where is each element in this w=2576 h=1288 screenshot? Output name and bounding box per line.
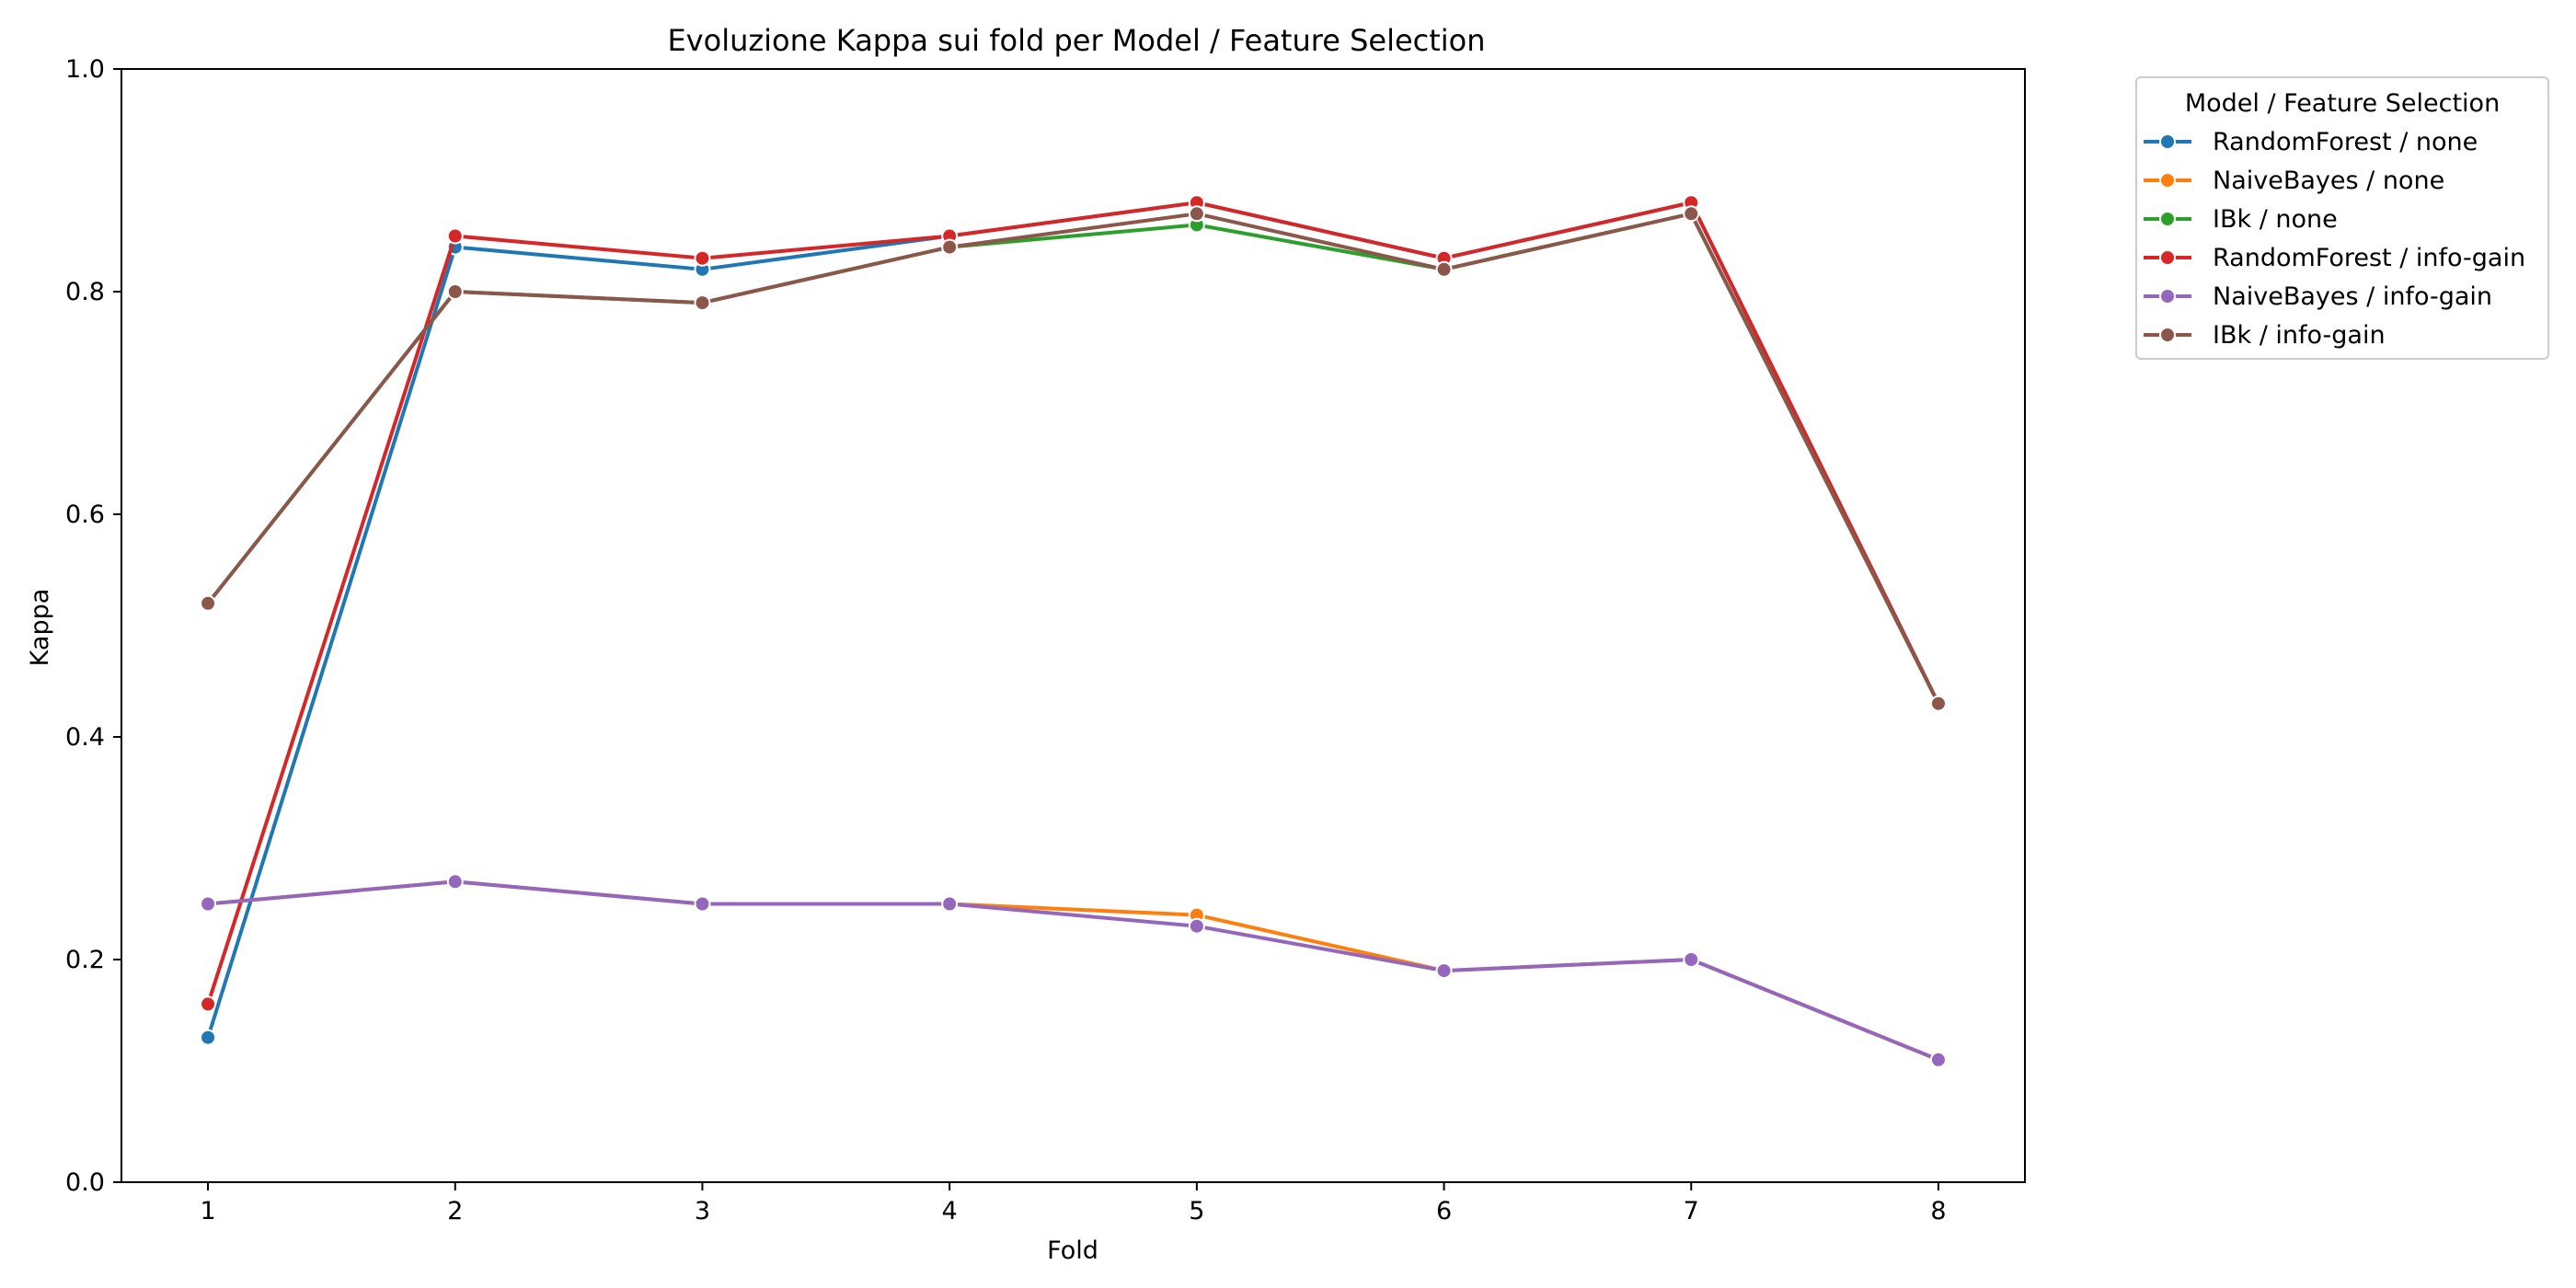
y-tick-label: 0.2 bbox=[65, 946, 105, 974]
chart-title: Evoluzione Kappa sui fold per Model / Fe… bbox=[667, 23, 1485, 58]
series-line bbox=[206, 880, 1940, 1062]
legend-swatch-marker bbox=[2159, 133, 2176, 150]
series-4 bbox=[200, 194, 1947, 1013]
legend-swatch-marker bbox=[2159, 288, 2176, 305]
legend-label: RandomForest / info-gain bbox=[2213, 244, 2525, 272]
legend-items: RandomForest / none NaiveBayes / none IBk … bbox=[2144, 128, 2525, 350]
legend-label: IBk / info-gain bbox=[2213, 321, 2386, 350]
data-point bbox=[1188, 205, 1205, 223]
data-point bbox=[1188, 917, 1205, 935]
data-point bbox=[1683, 951, 1700, 968]
data-point bbox=[200, 1029, 217, 1046]
plot-area bbox=[121, 68, 2026, 1183]
series-5 bbox=[200, 873, 1947, 1068]
x-tick-label: 6 bbox=[1436, 1197, 1452, 1225]
legend-swatch-marker bbox=[2159, 327, 2176, 343]
legend-label: NaiveBayes / info-gain bbox=[2213, 282, 2492, 311]
y-tick-label: 0.0 bbox=[65, 1168, 105, 1197]
data-point bbox=[1435, 260, 1453, 278]
data-point bbox=[446, 227, 464, 245]
legend-item: RandomForest / info-gain bbox=[2144, 244, 2525, 272]
legend-item: NaiveBayes / none bbox=[2144, 167, 2444, 195]
x-tick-label: 1 bbox=[200, 1197, 215, 1225]
data-point bbox=[1435, 962, 1453, 980]
legend-title: Model / Feature Selection bbox=[2185, 89, 2500, 118]
legend-label: RandomForest / none bbox=[2213, 128, 2478, 156]
data-point bbox=[941, 238, 959, 256]
data-point bbox=[941, 895, 959, 913]
legend-label: NaiveBayes / none bbox=[2213, 167, 2444, 195]
data-point bbox=[200, 594, 217, 612]
y-tick-label: 0.8 bbox=[65, 278, 105, 306]
x-tick-label: 4 bbox=[942, 1197, 958, 1225]
data-point bbox=[694, 294, 711, 312]
legend-box bbox=[2135, 76, 2549, 360]
y-axis-label: Kappa bbox=[26, 589, 54, 667]
legend-item: IBk / info-gain bbox=[2144, 321, 2386, 350]
series-layer bbox=[200, 194, 1947, 1068]
legend: Model / Feature Selection RandomForest /… bbox=[2135, 76, 2549, 360]
y-axis: 0.0 0.2 0.4 0.6 0.8 1.0 bbox=[65, 55, 121, 1197]
series-6 bbox=[200, 205, 1947, 712]
data-point bbox=[694, 895, 711, 913]
series-line bbox=[206, 201, 1940, 1006]
legend-item: NaiveBayes / info-gain bbox=[2144, 282, 2492, 311]
data-point bbox=[1929, 695, 1947, 712]
x-tick-label: 2 bbox=[447, 1197, 463, 1225]
data-point bbox=[1929, 1051, 1947, 1068]
legend-item: RandomForest / none bbox=[2144, 128, 2478, 156]
data-point bbox=[200, 895, 217, 913]
x-axis-label: Fold bbox=[1047, 1236, 1098, 1265]
data-point bbox=[446, 873, 464, 891]
data-point bbox=[200, 995, 217, 1013]
data-point bbox=[1683, 205, 1700, 223]
x-tick-label: 3 bbox=[695, 1197, 710, 1225]
legend-swatch-marker bbox=[2159, 249, 2176, 266]
data-point bbox=[694, 249, 711, 267]
legend-label: IBk / none bbox=[2213, 205, 2338, 234]
x-tick-label: 7 bbox=[1684, 1197, 1699, 1225]
x-tick-label: 8 bbox=[1930, 1197, 1946, 1225]
legend-swatch-marker bbox=[2159, 172, 2176, 189]
legend-swatch-marker bbox=[2159, 211, 2176, 227]
x-tick-label: 5 bbox=[1189, 1197, 1204, 1225]
data-point bbox=[446, 283, 464, 300]
y-tick-label: 0.4 bbox=[65, 723, 105, 752]
series-line bbox=[206, 212, 1940, 706]
legend-item: IBk / none bbox=[2144, 205, 2338, 234]
x-axis: 1 2 3 4 5 6 7 8 bbox=[200, 1182, 1947, 1225]
y-tick-label: 0.6 bbox=[65, 500, 105, 529]
y-tick-label: 1.0 bbox=[65, 55, 105, 84]
